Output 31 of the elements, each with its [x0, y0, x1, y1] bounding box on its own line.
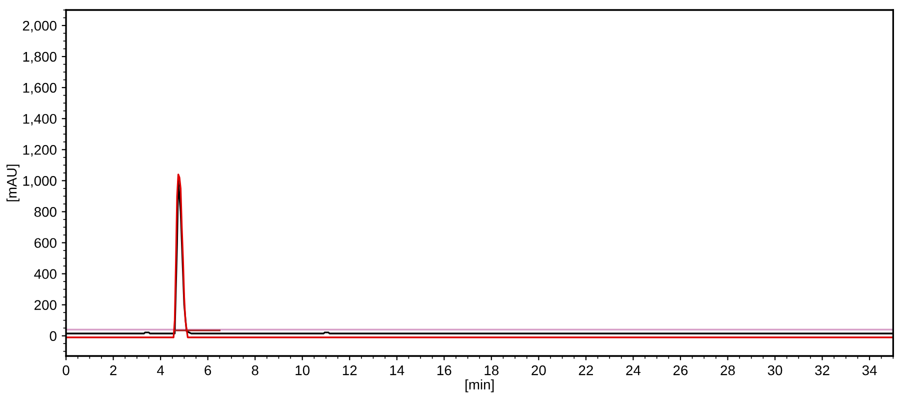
y-tick-label: 600: [34, 238, 56, 248]
x-axis-title: [min]: [466, 379, 494, 392]
x-tick-label: 0: [62, 365, 70, 376]
x-tick-label: 16: [437, 365, 452, 376]
y-tick-label: 1,400: [23, 114, 56, 126]
x-tick-label: 26: [673, 365, 688, 376]
x-tick-label: 6: [204, 365, 212, 376]
y-tick-label: 400: [34, 269, 56, 279]
y-tick-label: 0: [50, 331, 56, 341]
x-tick-label: 34: [862, 365, 877, 376]
x-tick-label: 22: [578, 365, 593, 376]
y-tick-label: 2,000: [22, 20, 56, 32]
x-tick-label: 24: [626, 365, 641, 376]
x-tick-label: 8: [252, 365, 258, 376]
y-tick-label: 200: [34, 300, 56, 310]
y-tick-label: 1,000: [23, 176, 56, 188]
x-tick-label: 14: [390, 366, 404, 376]
x-tick-label: 20: [532, 365, 546, 376]
x-tick-label: 28: [720, 365, 735, 376]
y-tick-label: 1,800: [23, 52, 56, 64]
y-tick-label: 1,200: [23, 144, 56, 156]
x-tick-label: 32: [815, 365, 830, 376]
x-tick-label: 18: [484, 365, 499, 376]
x-tick-label: 12: [342, 365, 357, 376]
x-tick-label: 2: [110, 365, 116, 376]
x-tick-label: 4: [157, 366, 164, 376]
y-tick-label: 1,600: [23, 82, 56, 94]
y-axis-title: [mAU]: [6, 164, 20, 202]
x-tick-label: 30: [768, 365, 782, 376]
y-tick-label: 800: [34, 207, 56, 217]
x-tick-label: 10: [296, 365, 310, 376]
